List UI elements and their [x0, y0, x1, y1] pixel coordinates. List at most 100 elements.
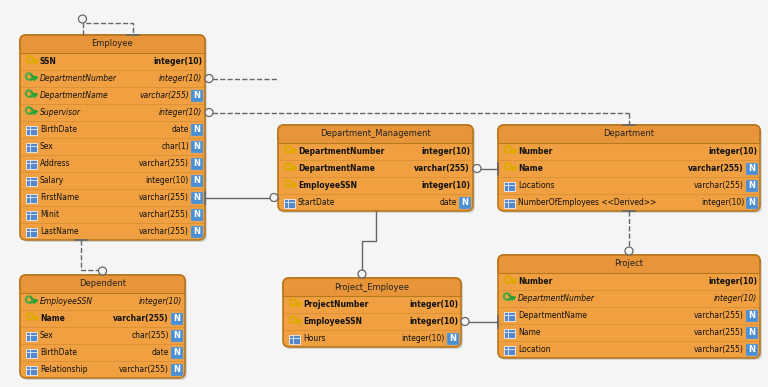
- Text: N: N: [749, 181, 756, 190]
- Bar: [504, 312, 515, 320]
- Bar: [171, 329, 183, 341]
- Bar: [504, 199, 515, 207]
- FancyBboxPatch shape: [500, 257, 762, 360]
- Circle shape: [505, 146, 511, 153]
- Bar: [746, 310, 758, 322]
- Circle shape: [270, 194, 278, 202]
- Bar: [284, 284, 460, 296]
- Text: N: N: [194, 125, 200, 134]
- Text: ProjectNumber: ProjectNumber: [303, 300, 369, 309]
- Text: DepartmentName: DepartmentName: [518, 311, 587, 320]
- Bar: [191, 158, 203, 170]
- FancyBboxPatch shape: [22, 277, 187, 380]
- Circle shape: [25, 296, 32, 303]
- Text: LastName: LastName: [40, 227, 78, 236]
- Text: Address: Address: [40, 159, 71, 168]
- FancyBboxPatch shape: [283, 278, 461, 296]
- Text: char(1): char(1): [161, 142, 189, 151]
- Circle shape: [290, 299, 296, 306]
- Text: Project: Project: [614, 260, 644, 269]
- Text: Salary: Salary: [40, 176, 65, 185]
- Text: N: N: [749, 345, 756, 354]
- Bar: [26, 365, 37, 375]
- Text: Hours: Hours: [303, 334, 326, 343]
- FancyBboxPatch shape: [20, 275, 185, 293]
- Text: integer(10): integer(10): [409, 300, 458, 309]
- Text: varchar(255): varchar(255): [694, 181, 744, 190]
- Circle shape: [290, 316, 296, 323]
- Bar: [504, 329, 515, 337]
- Bar: [26, 142, 37, 151]
- Circle shape: [507, 278, 509, 281]
- Text: FirstName: FirstName: [40, 193, 79, 202]
- Text: N: N: [749, 328, 756, 337]
- Circle shape: [28, 58, 31, 61]
- Bar: [26, 349, 37, 358]
- Circle shape: [461, 317, 469, 325]
- Circle shape: [473, 164, 481, 173]
- Text: Dependent: Dependent: [79, 279, 126, 288]
- Bar: [504, 346, 515, 354]
- Circle shape: [25, 107, 32, 114]
- Circle shape: [284, 163, 292, 170]
- Text: Sex: Sex: [40, 331, 54, 340]
- Circle shape: [358, 270, 366, 278]
- Text: integer(10): integer(10): [421, 147, 470, 156]
- Text: N: N: [194, 227, 200, 236]
- Circle shape: [27, 313, 34, 320]
- Text: Number: Number: [518, 277, 552, 286]
- Text: varchar(255): varchar(255): [415, 164, 470, 173]
- Text: NumberOfEmployees <<Derived>>: NumberOfEmployees <<Derived>>: [518, 198, 657, 207]
- FancyBboxPatch shape: [20, 275, 185, 378]
- Bar: [191, 192, 203, 204]
- Text: N: N: [194, 91, 200, 100]
- Text: N: N: [194, 142, 200, 151]
- Bar: [504, 182, 515, 190]
- Circle shape: [205, 108, 213, 116]
- Bar: [459, 197, 471, 209]
- Text: N: N: [174, 348, 180, 357]
- Text: date: date: [151, 348, 169, 357]
- Text: N: N: [749, 198, 756, 207]
- Text: char(255): char(255): [131, 331, 169, 340]
- Text: EmployeeSSN: EmployeeSSN: [298, 181, 357, 190]
- Bar: [746, 180, 758, 192]
- Text: varchar(255): varchar(255): [139, 91, 189, 100]
- Text: EmployeeSSN: EmployeeSSN: [40, 297, 93, 306]
- Text: Location: Location: [518, 345, 551, 354]
- FancyBboxPatch shape: [22, 37, 207, 242]
- FancyBboxPatch shape: [285, 280, 463, 349]
- Bar: [499, 131, 759, 143]
- Text: varchar(255): varchar(255): [114, 314, 169, 323]
- Text: Locations: Locations: [518, 181, 554, 190]
- FancyBboxPatch shape: [283, 278, 461, 347]
- Bar: [171, 363, 183, 375]
- Text: DepartmentNumber: DepartmentNumber: [40, 74, 117, 83]
- Text: Employee: Employee: [91, 39, 134, 48]
- Text: varchar(255): varchar(255): [119, 365, 169, 374]
- Circle shape: [284, 180, 292, 187]
- Text: varchar(255): varchar(255): [139, 210, 189, 219]
- Circle shape: [284, 146, 292, 153]
- Text: varchar(255): varchar(255): [139, 159, 189, 168]
- Text: N: N: [749, 164, 756, 173]
- Text: N: N: [174, 331, 180, 340]
- Text: varchar(255): varchar(255): [694, 328, 744, 337]
- FancyBboxPatch shape: [278, 125, 473, 211]
- Bar: [26, 228, 37, 236]
- Text: integer(10): integer(10): [708, 147, 757, 156]
- Text: Relationship: Relationship: [40, 365, 88, 374]
- Circle shape: [27, 56, 34, 63]
- Text: N: N: [194, 210, 200, 219]
- FancyBboxPatch shape: [498, 255, 760, 358]
- Circle shape: [78, 15, 87, 23]
- Text: Supervisor: Supervisor: [40, 108, 81, 117]
- FancyBboxPatch shape: [500, 127, 762, 213]
- Circle shape: [505, 295, 508, 298]
- Text: date: date: [439, 198, 457, 207]
- Text: integer(10): integer(10): [421, 181, 470, 190]
- Circle shape: [28, 315, 31, 318]
- Text: Department_Management: Department_Management: [320, 130, 431, 139]
- FancyBboxPatch shape: [498, 125, 760, 211]
- Text: DepartmentNumber: DepartmentNumber: [298, 147, 384, 156]
